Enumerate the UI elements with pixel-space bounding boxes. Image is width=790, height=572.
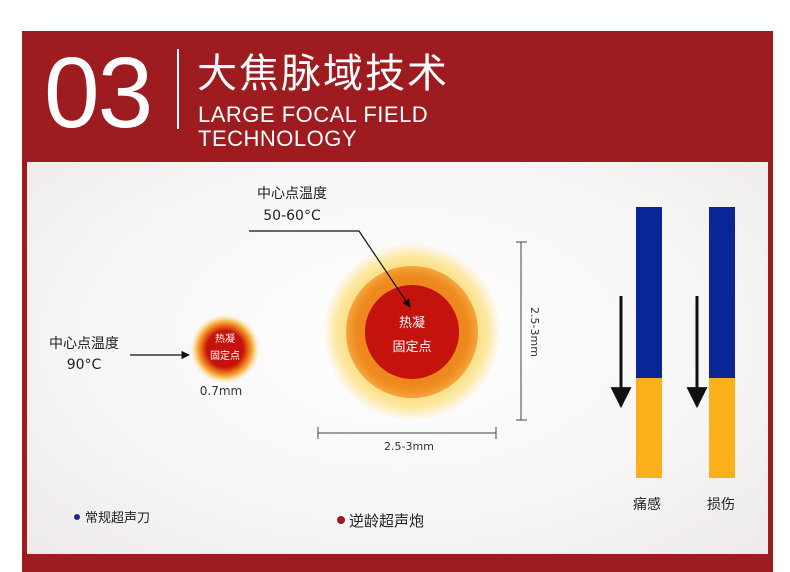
small-spot-center-line1: 热凝 bbox=[215, 332, 235, 345]
large-spot-temp-value: 50-60°C bbox=[263, 208, 321, 224]
title-english: LARGE FOCAL FIELD TECHNOLOGY bbox=[198, 103, 428, 151]
damage-label: 损伤 bbox=[707, 497, 735, 513]
damage-bar-group: 损伤 bbox=[686, 207, 735, 513]
focal-field-diagram: 热凝 固定点 0.7mm 中心点温度 90°C 热凝 固定点 中心点温度 50-… bbox=[49, 186, 735, 530]
pain-bar-yellow bbox=[636, 378, 662, 478]
small-spot-temp-value: 90°C bbox=[67, 357, 102, 373]
small-spot-center-line2: 固定点 bbox=[210, 349, 240, 362]
legend-conventional-label: 常规超声刀 bbox=[85, 511, 150, 526]
large-focal-spot: 热凝 固定点 bbox=[324, 244, 500, 420]
title-english-line1: LARGE FOCAL FIELD bbox=[198, 102, 429, 127]
damage-bar-blue bbox=[709, 207, 735, 378]
title-chinese: 大焦脉域技术 bbox=[197, 51, 449, 97]
legend-conventional-dot bbox=[74, 514, 80, 520]
legend-reverse-age-dot bbox=[337, 516, 345, 524]
large-spot-center-line1: 热凝 bbox=[399, 315, 425, 331]
large-spot-height-label: 2.5-3mm bbox=[528, 307, 541, 357]
large-spot-width-dimension bbox=[317, 427, 497, 439]
small-spot-temp-label: 中心点温度 bbox=[49, 336, 119, 352]
large-spot-core bbox=[365, 285, 459, 379]
legend-reverse-age-label: 逆龄超声炮 bbox=[349, 512, 424, 530]
pain-bar-blue bbox=[636, 207, 662, 378]
title-english-line2: TECHNOLOGY bbox=[198, 126, 358, 151]
header: 03 大焦脉域技术 LARGE FOCAL FIELD TECHNOLOGY bbox=[22, 31, 773, 161]
small-spot-size-label: 0.7mm bbox=[200, 384, 242, 398]
large-spot-height-dimension bbox=[516, 241, 527, 421]
large-spot-width-label: 2.5-3mm bbox=[384, 440, 434, 453]
small-focal-spot: 热凝 固定点 bbox=[190, 314, 260, 384]
section-number: 03 bbox=[44, 37, 153, 149]
large-spot-temp-label: 中心点温度 bbox=[257, 186, 327, 202]
small-spot-halo bbox=[190, 314, 260, 384]
legend: 常规超声刀 逆龄超声炮 bbox=[74, 511, 424, 530]
large-spot-center-line2: 固定点 bbox=[392, 340, 431, 355]
diagram-panel: 热凝 固定点 0.7mm 中心点温度 90°C 热凝 固定点 中心点温度 50-… bbox=[27, 162, 768, 554]
damage-bar-yellow bbox=[709, 378, 735, 478]
header-frame: 03 大焦脉域技术 LARGE FOCAL FIELD TECHNOLOGY bbox=[22, 31, 773, 572]
large-spot-arrow bbox=[249, 230, 411, 308]
pain-bar-group: 痛感 bbox=[610, 207, 662, 513]
pain-label: 痛感 bbox=[633, 496, 661, 513]
title-divider bbox=[177, 49, 179, 129]
